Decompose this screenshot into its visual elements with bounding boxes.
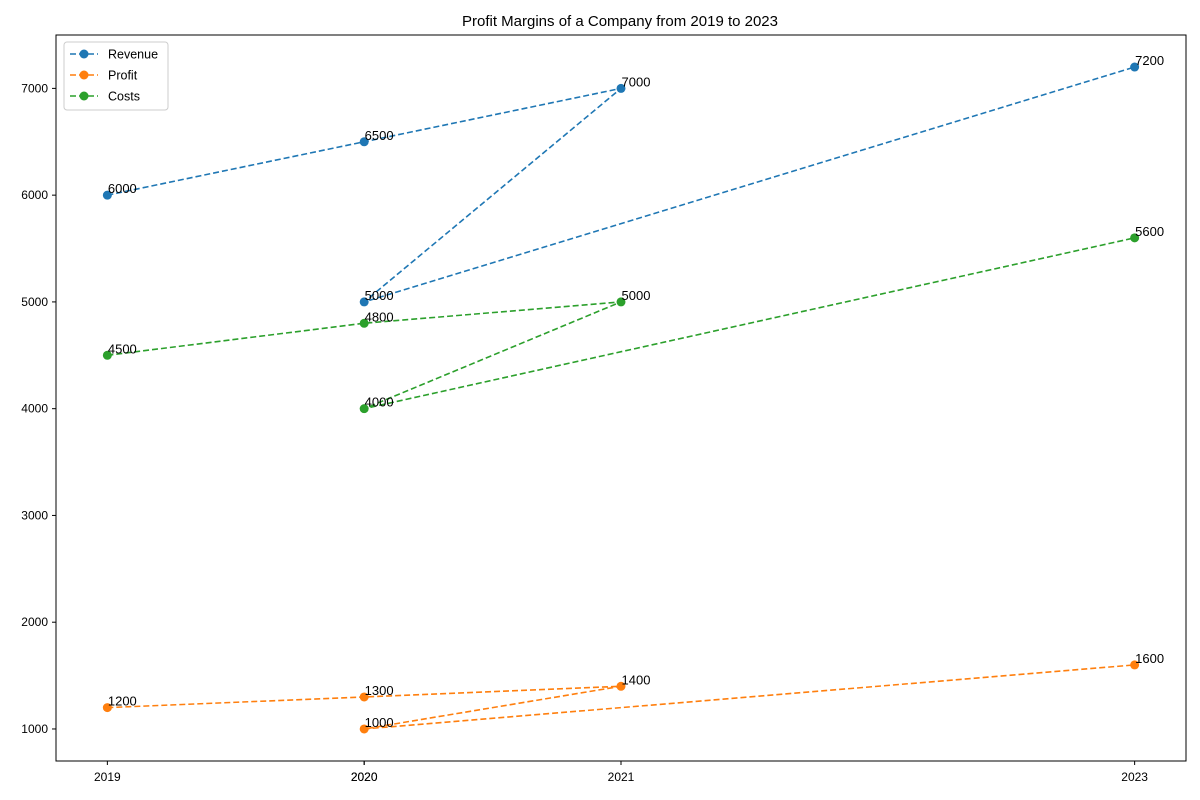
series-line-revenue [107,66,1135,303]
legend-box [63,41,169,111]
data-point-costs [1130,233,1140,243]
data-labels: 6000 6500 7000 5000 7200 1200 1300 1400 1000 1600… [108,53,1164,730]
y-axis: 1000 2000 3000 4000 5000 6000 7000 [21,81,56,736]
legend: Revenue Profit Costs [63,41,169,111]
y-tick-label: 2000 [21,615,48,629]
data-point-costs [616,297,626,307]
data-point-costs [359,318,369,328]
data-label: 1300 [365,683,394,698]
data-label: 1600 [1135,651,1164,666]
data-label: 4000 [365,395,394,410]
data-point-costs [102,350,112,360]
y-tick-label: 1000 [21,722,48,736]
y-tick-label: 5000 [21,295,48,309]
legend-label-profit: Profit [108,69,138,83]
plot-area [55,34,1187,762]
chart-title: Profit Margins of a Company from 2019 to… [462,13,778,30]
legend-marker-costs [79,91,89,101]
x-tick-label: 2021 [608,770,635,784]
data-point-revenue [359,297,369,307]
x-tick-label: 2019 [94,770,121,784]
y-tick-label: 3000 [21,508,48,522]
data-label: 6000 [108,181,137,196]
series-layer [102,62,1140,734]
data-label: 4800 [365,309,394,324]
x-tick-label: 2023 [1121,770,1148,784]
data-point-profit [1130,660,1140,670]
data-point-profit [616,681,626,691]
data-point-revenue [1130,62,1140,72]
y-tick-label: 4000 [21,402,48,416]
legend-marker-profit [79,70,89,80]
legend-marker-revenue [79,49,89,59]
data-point-revenue [359,137,369,147]
data-point-revenue [616,83,626,93]
x-tick-label: 2020 [351,770,378,784]
data-label: 4500 [108,341,137,356]
data-label: 5600 [1135,224,1164,239]
y-tick-label: 7000 [21,81,48,95]
data-label: 1000 [365,715,394,730]
data-label: 5000 [622,288,651,303]
series-line-costs [107,237,1135,410]
data-point-costs [359,404,369,414]
data-label: 1200 [108,694,137,709]
data-point-profit [102,703,112,713]
x-tick-label: 2020 [351,770,378,784]
data-label: 7000 [622,74,651,89]
data-label: 6500 [365,128,394,143]
legend-label-costs: Costs [108,90,140,104]
data-point-revenue [102,190,112,200]
y-tick-label: 6000 [21,188,48,202]
data-label: 1400 [622,672,651,687]
data-point-profit [359,692,369,702]
legend-label-revenue: Revenue [108,48,158,62]
data-label: 7200 [1135,53,1164,68]
data-label: 5000 [365,288,394,303]
data-point-profit [359,724,369,734]
